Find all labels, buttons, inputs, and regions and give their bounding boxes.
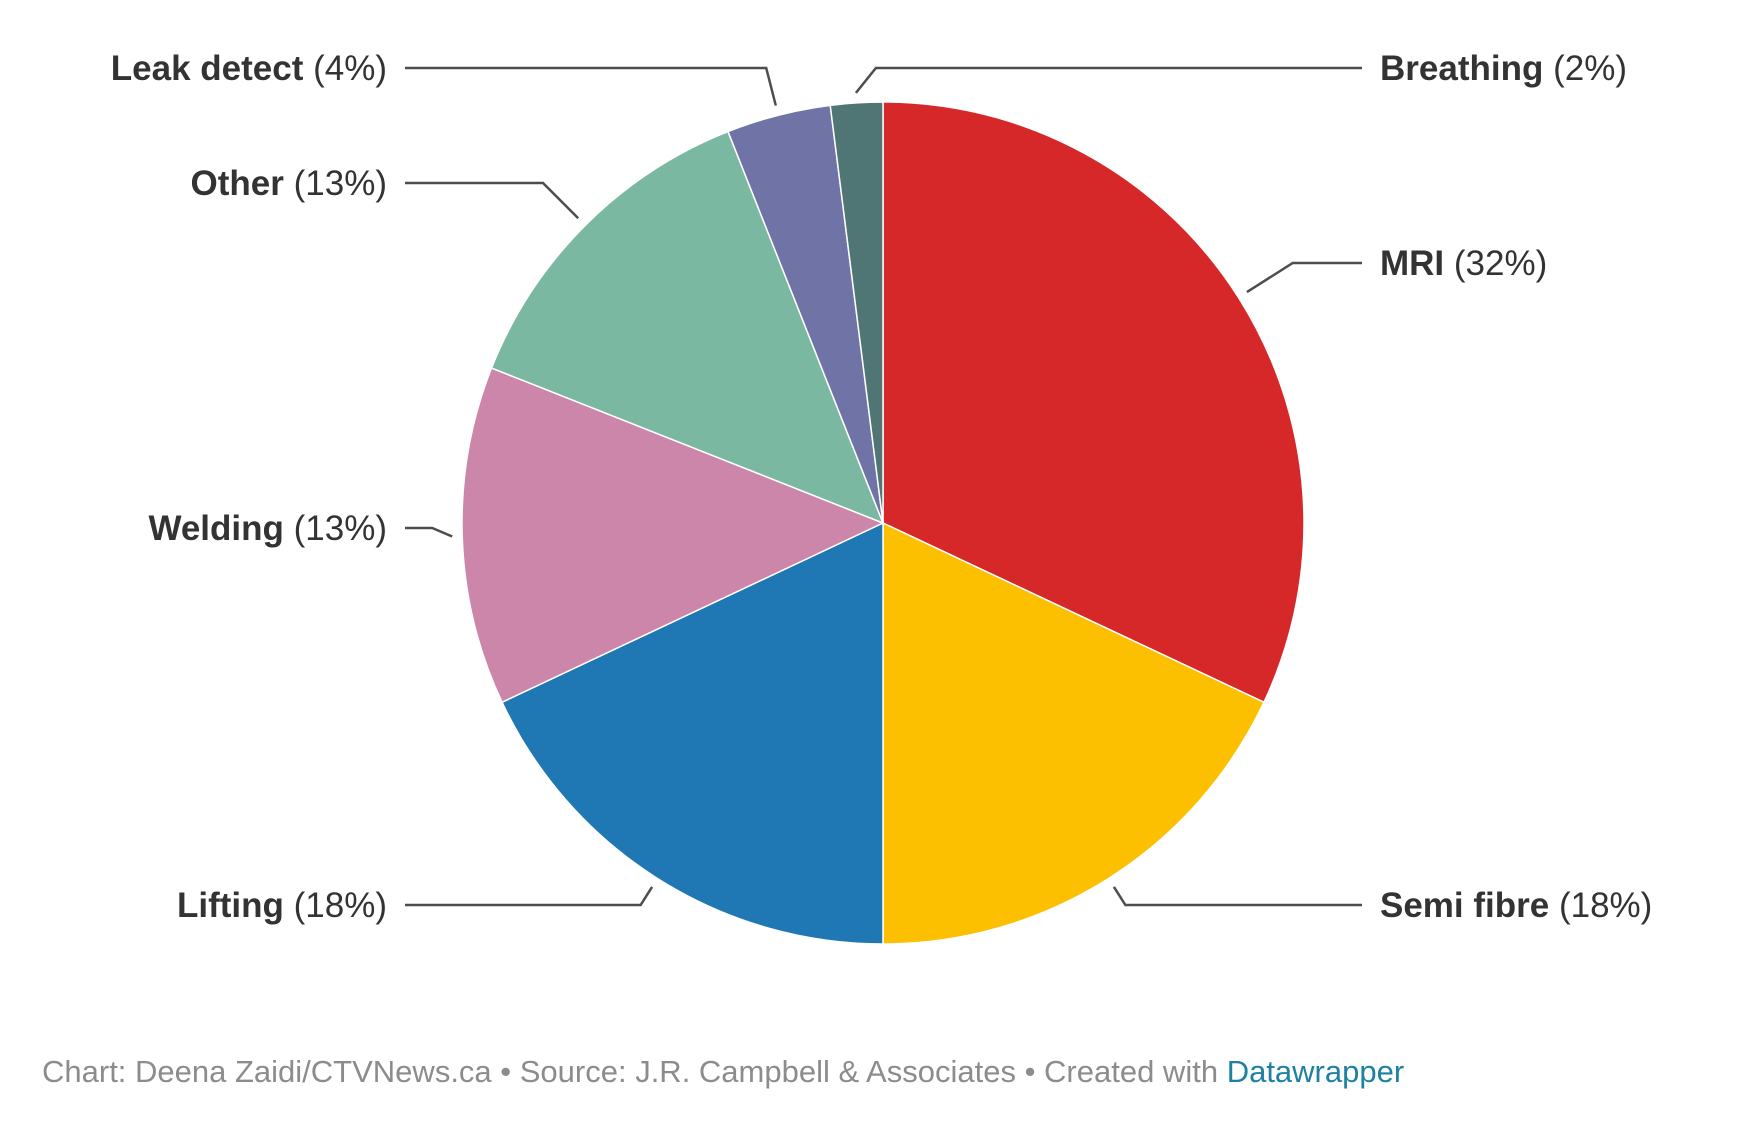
slice-label-leak-detect: Leak detect (4%) — [111, 49, 387, 88]
slice-labels: MRI (32%)Semi fibre (18%)Lifting (18%)We… — [111, 49, 1653, 925]
leader-line-breathing — [854, 66, 1362, 94]
pie-slice-semi-fibre — [882, 521, 1265, 945]
leader-lines — [405, 66, 1362, 907]
chart-footer: Chart: Deena Zaidi/CTVNews.ca • Source: … — [42, 1054, 1404, 1090]
slice-label-other: Other (13%) — [191, 164, 387, 203]
slice-label-welding: Welding (13%) — [148, 509, 387, 548]
slice-label-value: (18%) — [1549, 886, 1652, 925]
leader-line-lifting — [405, 886, 654, 907]
slice-label-value: (32%) — [1444, 244, 1547, 283]
slice-label-name: Semi fibre — [1380, 886, 1549, 925]
slice-label-value: (13%) — [284, 509, 387, 548]
slice-label-value: (13%) — [284, 164, 387, 203]
datawrapper-link[interactable]: Datawrapper — [1226, 1054, 1405, 1089]
leader-line-welding — [405, 526, 453, 538]
leader-line-other — [405, 181, 580, 220]
pie-slice-lifting — [501, 521, 884, 945]
slice-label-name: Other — [191, 164, 285, 203]
leader-line-leak-detect — [405, 66, 778, 106]
pie-slice-welding — [461, 367, 885, 704]
slice-label-name: Breathing — [1380, 49, 1543, 88]
slice-label-semi-fibre: Semi fibre (18%) — [1380, 886, 1652, 925]
pie-slice-breathing — [829, 101, 884, 524]
leader-line-mri — [1246, 261, 1362, 294]
slice-label-name: Welding — [148, 509, 283, 548]
slice-label-value: (2%) — [1543, 49, 1627, 88]
slice-label-lifting: Lifting (18%) — [177, 886, 387, 925]
slice-label-value: (18%) — [284, 886, 387, 925]
footer-credit: Chart: Deena Zaidi/CTVNews.ca • Source: … — [42, 1054, 1227, 1089]
slice-label-name: MRI — [1380, 244, 1444, 283]
leader-line-semi-fibre — [1112, 886, 1362, 907]
pie-slice-mri — [882, 101, 1305, 704]
slice-label-name: Leak detect — [111, 49, 304, 88]
pie-slices — [461, 101, 1305, 945]
slice-label-name: Lifting — [177, 886, 284, 925]
slice-label-value: (4%) — [303, 49, 387, 88]
slice-label-mri: MRI (32%) — [1380, 244, 1547, 283]
pie-slice-other — [490, 130, 885, 525]
slice-label-breathing: Breathing (2%) — [1380, 49, 1627, 88]
